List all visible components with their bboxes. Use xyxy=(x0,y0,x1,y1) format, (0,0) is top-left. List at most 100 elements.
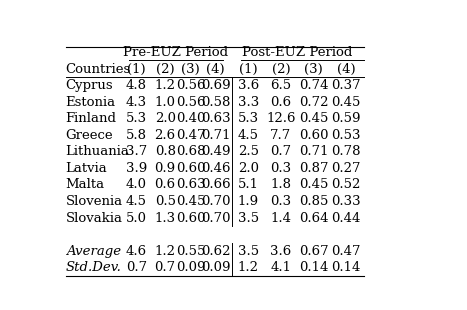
Text: 0.78: 0.78 xyxy=(332,145,361,158)
Text: 1.2: 1.2 xyxy=(155,79,176,92)
Text: Pre-EUZ Period: Pre-EUZ Period xyxy=(123,46,228,59)
Text: 0.63: 0.63 xyxy=(201,112,231,125)
Text: 0.8: 0.8 xyxy=(155,145,176,158)
Text: 1.4: 1.4 xyxy=(270,211,291,224)
Text: Post-EUZ Period: Post-EUZ Period xyxy=(242,46,353,59)
Text: 1.3: 1.3 xyxy=(155,211,176,224)
Text: 4.8: 4.8 xyxy=(126,79,147,92)
Text: 0.62: 0.62 xyxy=(201,245,231,258)
Text: 0.56: 0.56 xyxy=(176,96,205,109)
Text: 0.53: 0.53 xyxy=(332,129,361,142)
Text: 4.6: 4.6 xyxy=(126,245,147,258)
Text: (4): (4) xyxy=(337,63,355,76)
Text: 5.0: 5.0 xyxy=(126,211,147,224)
Text: 0.7: 0.7 xyxy=(155,261,176,274)
Text: 3.7: 3.7 xyxy=(126,145,147,158)
Text: Estonia: Estonia xyxy=(65,96,116,109)
Text: 0.74: 0.74 xyxy=(299,79,328,92)
Text: 0.85: 0.85 xyxy=(299,195,328,208)
Text: 0.59: 0.59 xyxy=(332,112,361,125)
Text: 0.45: 0.45 xyxy=(299,179,328,192)
Text: 4.0: 4.0 xyxy=(126,179,147,192)
Text: 0.9: 0.9 xyxy=(155,162,176,175)
Text: Latvia: Latvia xyxy=(65,162,107,175)
Text: 0.14: 0.14 xyxy=(332,261,361,274)
Text: 5.8: 5.8 xyxy=(126,129,147,142)
Text: 0.3: 0.3 xyxy=(270,162,291,175)
Text: (2): (2) xyxy=(156,63,175,76)
Text: 2.5: 2.5 xyxy=(238,145,259,158)
Text: Cyprus: Cyprus xyxy=(65,79,113,92)
Text: 0.27: 0.27 xyxy=(332,162,361,175)
Text: 0.69: 0.69 xyxy=(201,79,231,92)
Text: (2): (2) xyxy=(272,63,290,76)
Text: 0.67: 0.67 xyxy=(299,245,328,258)
Text: 0.7: 0.7 xyxy=(270,145,291,158)
Text: 0.87: 0.87 xyxy=(299,162,328,175)
Text: 0.09: 0.09 xyxy=(201,261,231,274)
Text: 0.71: 0.71 xyxy=(201,129,231,142)
Text: Finland: Finland xyxy=(65,112,117,125)
Text: 0.72: 0.72 xyxy=(299,96,328,109)
Text: 3.3: 3.3 xyxy=(238,96,259,109)
Text: 3.5: 3.5 xyxy=(238,245,259,258)
Text: 2.0: 2.0 xyxy=(238,162,259,175)
Text: Average: Average xyxy=(65,245,121,258)
Text: 0.66: 0.66 xyxy=(201,179,231,192)
Text: 4.5: 4.5 xyxy=(238,129,259,142)
Text: 3.6: 3.6 xyxy=(238,79,259,92)
Text: (1): (1) xyxy=(127,63,146,76)
Text: 0.47: 0.47 xyxy=(176,129,205,142)
Text: 0.58: 0.58 xyxy=(201,96,231,109)
Text: 0.40: 0.40 xyxy=(176,112,205,125)
Text: Malta: Malta xyxy=(65,179,105,192)
Text: 1.8: 1.8 xyxy=(270,179,291,192)
Text: 5.3: 5.3 xyxy=(238,112,259,125)
Text: (3): (3) xyxy=(304,63,323,76)
Text: 0.49: 0.49 xyxy=(201,145,231,158)
Text: (4): (4) xyxy=(206,63,225,76)
Text: Slovenia: Slovenia xyxy=(65,195,123,208)
Text: 0.71: 0.71 xyxy=(299,145,328,158)
Text: 6.5: 6.5 xyxy=(270,79,291,92)
Text: 5.3: 5.3 xyxy=(126,112,147,125)
Text: 3.6: 3.6 xyxy=(270,245,291,258)
Text: 0.55: 0.55 xyxy=(176,245,205,258)
Text: (3): (3) xyxy=(181,63,200,76)
Text: 0.6: 0.6 xyxy=(270,96,291,109)
Text: 0.60: 0.60 xyxy=(176,162,205,175)
Text: 5.1: 5.1 xyxy=(238,179,259,192)
Text: 2.6: 2.6 xyxy=(155,129,176,142)
Text: 1.0: 1.0 xyxy=(155,96,176,109)
Text: 4.1: 4.1 xyxy=(270,261,291,274)
Text: 0.37: 0.37 xyxy=(331,79,361,92)
Text: 0.64: 0.64 xyxy=(299,211,328,224)
Text: 1.9: 1.9 xyxy=(238,195,259,208)
Text: 0.68: 0.68 xyxy=(176,145,205,158)
Text: 0.45: 0.45 xyxy=(332,96,361,109)
Text: 0.52: 0.52 xyxy=(332,179,361,192)
Text: 4.3: 4.3 xyxy=(126,96,147,109)
Text: 0.44: 0.44 xyxy=(332,211,361,224)
Text: 0.60: 0.60 xyxy=(176,211,205,224)
Text: 0.60: 0.60 xyxy=(299,129,328,142)
Text: (1): (1) xyxy=(239,63,258,76)
Text: Lithuania: Lithuania xyxy=(65,145,129,158)
Text: 0.45: 0.45 xyxy=(299,112,328,125)
Text: 0.56: 0.56 xyxy=(176,79,205,92)
Text: 0.63: 0.63 xyxy=(176,179,205,192)
Text: 0.70: 0.70 xyxy=(201,211,231,224)
Text: 1.2: 1.2 xyxy=(155,245,176,258)
Text: 0.14: 0.14 xyxy=(299,261,328,274)
Text: 0.47: 0.47 xyxy=(332,245,361,258)
Text: 0.3: 0.3 xyxy=(270,195,291,208)
Text: Std.Dev.: Std.Dev. xyxy=(65,261,121,274)
Text: 0.33: 0.33 xyxy=(331,195,361,208)
Text: 3.5: 3.5 xyxy=(238,211,259,224)
Text: 0.7: 0.7 xyxy=(126,261,147,274)
Text: 0.6: 0.6 xyxy=(155,179,176,192)
Text: 0.45: 0.45 xyxy=(176,195,205,208)
Text: 2.0: 2.0 xyxy=(155,112,176,125)
Text: Countries: Countries xyxy=(65,63,131,76)
Text: Greece: Greece xyxy=(65,129,113,142)
